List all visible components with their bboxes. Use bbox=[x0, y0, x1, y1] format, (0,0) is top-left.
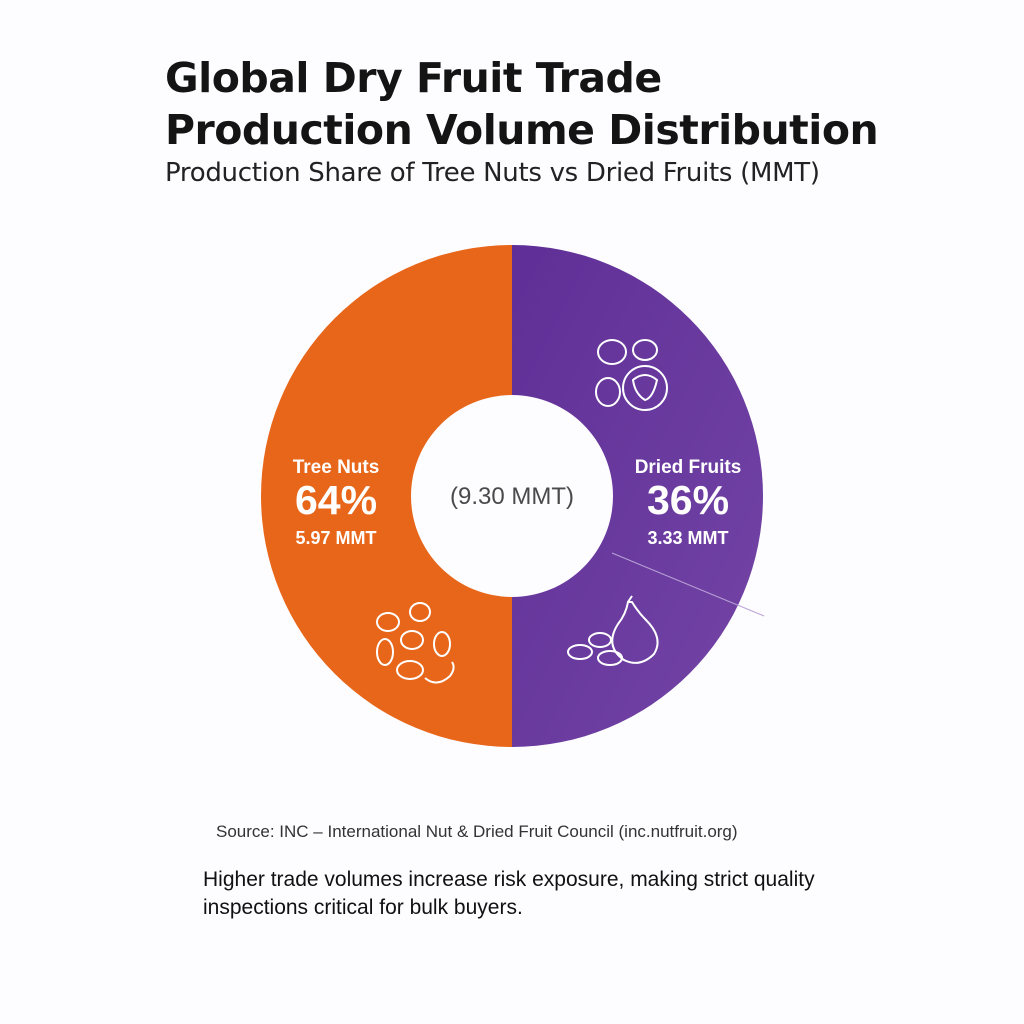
footnote-text: Higher trade volumes increase risk expos… bbox=[203, 868, 815, 919]
dried-fruits-icon bbox=[567, 595, 659, 666]
slice-tree-nuts bbox=[261, 245, 512, 747]
title-line-2: Production Volume Distribution bbox=[165, 106, 879, 154]
label-dried-fruits-value: 3.33 MMT bbox=[647, 528, 728, 548]
chart-title: Global Dry Fruit Trade Production Volume… bbox=[165, 52, 879, 156]
label-tree-nuts-value: 5.97 MMT bbox=[295, 528, 376, 548]
center-total-label: (9.30 MMT) bbox=[450, 483, 574, 510]
title-line-1: Global Dry Fruit Trade bbox=[165, 54, 662, 102]
chart-subtitle: Production Share of Tree Nuts vs Dried F… bbox=[165, 158, 820, 188]
walnut-almond-icon bbox=[595, 339, 668, 411]
label-tree-nuts-name: Tree Nuts bbox=[293, 457, 380, 478]
label-dried-fruits-percent: 36% bbox=[647, 477, 729, 523]
label-dried-fruits-name: Dried Fruits bbox=[635, 457, 742, 478]
slice-dried-fruits bbox=[512, 245, 763, 747]
tree-nuts-icon bbox=[376, 602, 455, 684]
label-tree-nuts-percent: 64% bbox=[295, 477, 377, 523]
source-text: Source: INC – International Nut & Dried … bbox=[216, 822, 738, 841]
slice-divider bbox=[611, 552, 765, 617]
